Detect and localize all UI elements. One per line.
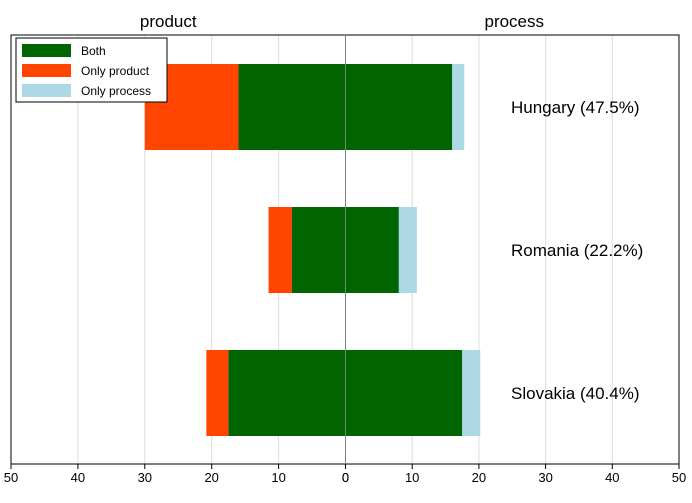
- country-label: Hungary (47.5%): [511, 98, 640, 117]
- process-tick-label: 50: [672, 470, 686, 485]
- bar-only-product: [206, 350, 229, 436]
- country-label: Romania (22.2%): [511, 241, 643, 260]
- process-tick-label: 30: [538, 470, 552, 485]
- product-tick-label: 0: [342, 470, 349, 485]
- legend-label: Both: [81, 44, 106, 58]
- process-tick-label: 20: [472, 470, 486, 485]
- country-label: Slovakia (40.4%): [511, 384, 640, 403]
- legend: Both Only product Only process: [15, 37, 168, 103]
- legend-swatch: [22, 84, 71, 97]
- process-tick-label: 0: [342, 470, 349, 485]
- process-tick-label: 40: [605, 470, 619, 485]
- bar-both-product: [291, 207, 346, 293]
- product-tick-label: 20: [204, 470, 218, 485]
- panel-title-product: product: [140, 12, 197, 31]
- bar-both-process: [345, 350, 463, 436]
- bar-only-product: [268, 207, 292, 293]
- country-labels: Hungary (47.5%) Romania (22.2%) Slovakia (…: [511, 98, 643, 403]
- bar-both-process: [345, 64, 453, 150]
- product-tick-label: 40: [71, 470, 85, 485]
- bar-only-process: [452, 64, 465, 150]
- bar-only-process: [398, 207, 417, 293]
- bar-only-process: [462, 350, 481, 436]
- bar-both-product: [238, 64, 346, 150]
- product-tick-label: 50: [4, 470, 18, 485]
- panel-title-process: process: [484, 12, 544, 31]
- process-tick-label: 10: [405, 470, 419, 485]
- bar-both-process: [345, 207, 399, 293]
- legend-label: Only process: [81, 84, 151, 98]
- bars: [144, 64, 481, 436]
- legend-label: Only product: [81, 64, 150, 78]
- legend-swatch: [22, 44, 71, 57]
- product-tick-label: 30: [138, 470, 152, 485]
- legend-swatch: [22, 64, 71, 77]
- bar-both-product: [228, 350, 346, 436]
- product-tick-label: 10: [271, 470, 285, 485]
